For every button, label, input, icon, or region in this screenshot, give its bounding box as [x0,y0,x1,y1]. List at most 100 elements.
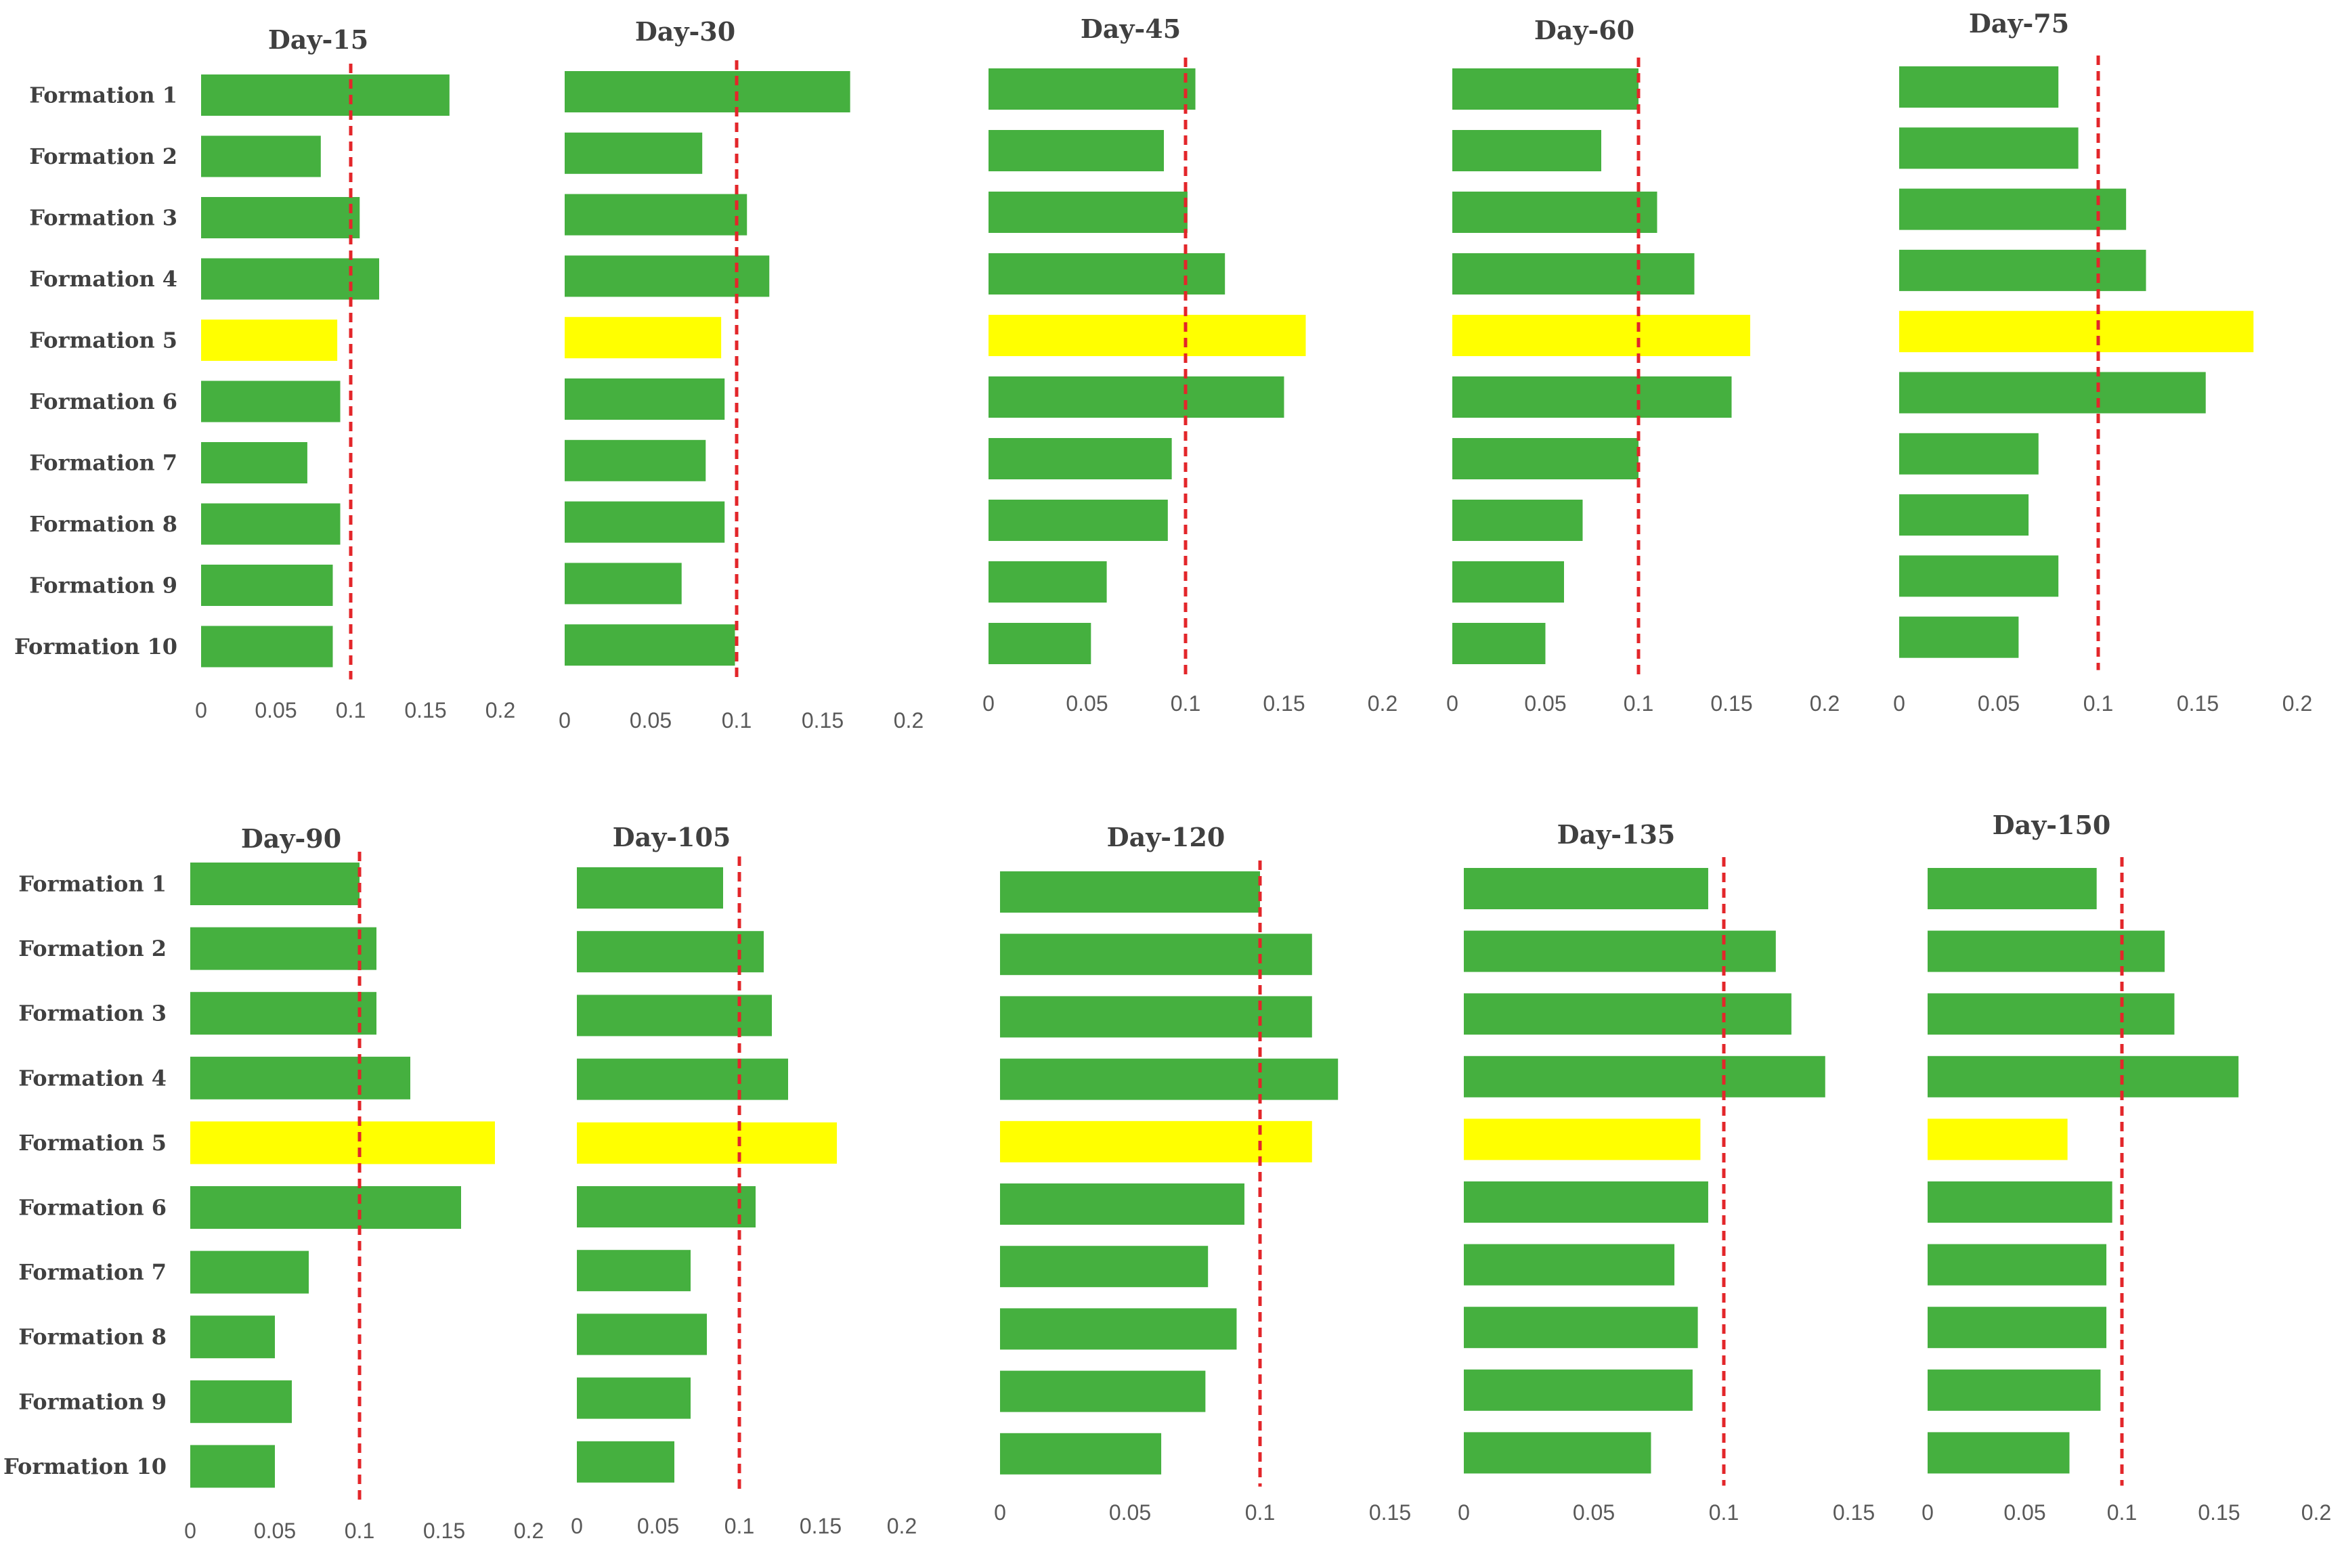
bar-formation-4 [1899,249,2146,291]
x-tick-label: 0.15 [1710,691,1752,716]
bar-formation-3 [190,992,376,1035]
x-tick-label: 0 [994,1500,1006,1525]
bar-formation-8 [1452,500,1583,541]
x-tick-label: 0 [195,698,207,722]
bar-formation-1 [1452,68,1638,110]
bar-formation-8 [1928,1307,2107,1349]
bar-formation-10 [989,623,1091,664]
category-label: Formation 3 [29,205,177,231]
x-tick-label: 0.1 [1624,691,1653,716]
bar-formation-6 [1928,1181,2112,1223]
bar-formation-8 [989,500,1168,541]
bar-formation-4 [201,258,379,300]
panel-day-135: Day-135 0 0.05 0.1 0.15 [1458,819,1875,1525]
panel-title: Day-45 [1081,14,1181,44]
panel-day-150: Day-150 0 0.05 0.1 0.15 0.2 [1922,810,2331,1525]
x-tick-label: 0.1 [1245,1500,1275,1525]
x-tick-label: 0.1 [345,1519,374,1543]
bar-formation-8 [1000,1308,1237,1350]
bar-formation-10 [577,1441,674,1483]
bar-formation-7 [1928,1244,2107,1286]
panel-title: Day-135 [1557,819,1676,850]
x-tick-label: 0.05 [254,1519,296,1543]
bar-formation-2 [989,130,1164,171]
x-tick-label: 0.2 [887,1514,917,1538]
bar-formation-3 [577,995,772,1037]
bar-formation-1 [565,71,850,112]
bar-formation-9 [1464,1369,1693,1411]
category-label: Formation 10 [14,634,177,659]
x-tick-label: 0 [559,708,571,733]
bar-formation-10 [201,626,333,668]
bar-formation-9 [201,565,333,606]
panel-day-60: Day-60 0 0.05 0.1 0.15 0.2 [1446,15,1840,716]
bar-formation-7 [1452,438,1638,479]
bar-formation-5 [1928,1118,2068,1160]
bar-formation-7 [190,1250,309,1294]
category-label: Formation 9 [18,1389,167,1414]
x-tick-label: 0.2 [1810,691,1840,716]
x-tick-label: 0.15 [1833,1500,1875,1525]
x-tick-label: 0.15 [800,1514,842,1538]
bar-formation-2 [1464,930,1776,972]
category-label: Formation 4 [29,266,177,292]
bar-formation-6 [989,376,1284,418]
x-tick-label: 0.05 [1573,1500,1615,1525]
bar-formation-10 [1928,1432,2070,1474]
bar-formation-4 [565,255,770,297]
bar-formation-4 [1000,1058,1339,1100]
bar-formation-5 [1000,1120,1312,1162]
bar-formation-7 [1000,1246,1209,1288]
bar-formation-8 [201,503,341,545]
bar-formation-6 [190,1186,461,1229]
bar-formation-1 [1000,871,1260,913]
bar-formation-6 [1899,372,2206,414]
panel-title: Day-105 [613,822,731,852]
bar-formation-6 [577,1186,756,1227]
bar-formation-3 [1899,188,2127,230]
bar-formation-7 [1899,433,2039,475]
bar-formation-8 [1464,1307,1698,1349]
bar-formation-1 [201,74,450,116]
x-tick-label: 0.2 [514,1519,544,1543]
bar-formation-3 [1464,993,1792,1035]
bar-formation-8 [1899,494,2029,536]
category-label: Formation 3 [18,1001,167,1026]
x-tick-label: 0 [1446,691,1458,716]
bar-formation-2 [1452,130,1601,171]
bar-formation-2 [565,132,703,174]
category-label: Formation 7 [29,450,177,476]
panel-day-90: Day-90 Formation 1 Formation 2 Formation 3 F… [3,823,544,1543]
panel-day-45: Day-45 0 0.05 0.1 0.15 0.2 [982,14,1397,716]
x-tick-label: 0.05 [630,708,672,733]
bar-formation-2 [1000,934,1312,976]
bar-formation-4 [190,1056,410,1099]
bar-formation-5 [565,317,722,359]
bar-formation-9 [1899,555,2059,597]
x-tick-label: 0.15 [1369,1500,1411,1525]
panel-title: Day-75 [1969,8,2069,39]
bar-formation-8 [190,1315,275,1359]
category-label: Formation 8 [18,1324,167,1350]
x-tick-label: 0.15 [2177,691,2219,716]
bar-formation-4 [1928,1055,2239,1097]
bar-formation-7 [577,1250,691,1292]
panel-day-15: Day-15 Formation 1 Formation 2 Formation 3 F… [14,24,515,722]
panel-title: Day-90 [241,823,341,854]
bar-formation-5 [1899,311,2254,353]
x-tick-label: 0.15 [2198,1500,2240,1525]
bar-formation-9 [190,1380,292,1423]
category-label: Formation 8 [29,511,177,537]
bar-formation-2 [577,931,764,973]
x-tick-label: 0 [1893,691,1905,716]
bar-formation-5 [190,1121,495,1164]
bar-formation-5 [989,315,1306,356]
x-tick-label: 0.05 [637,1514,679,1538]
x-tick-label: 0.15 [1263,691,1305,716]
bar-formation-10 [1464,1432,1651,1474]
x-tick-label: 0.1 [722,708,752,733]
x-tick-label: 0.05 [2003,1500,2045,1525]
category-label: Formation 10 [3,1454,167,1479]
category-label: Formation 1 [29,83,177,108]
